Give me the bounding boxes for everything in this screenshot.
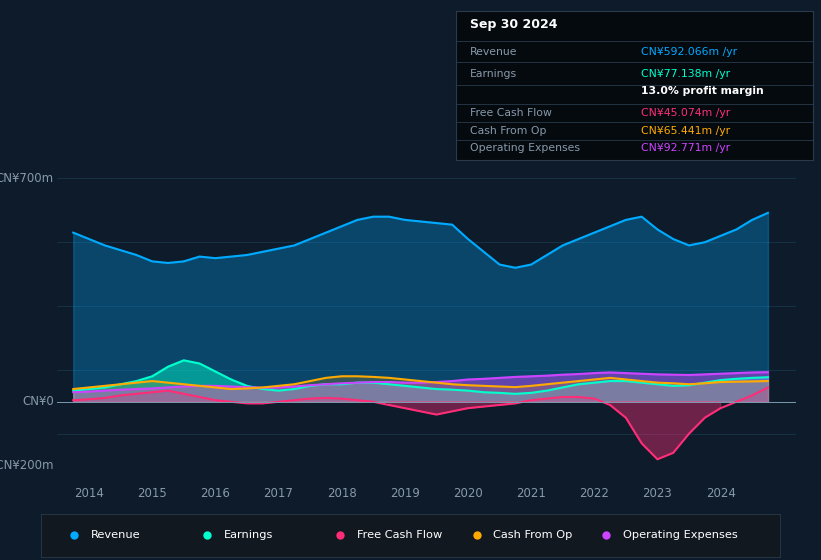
Text: Free Cash Flow: Free Cash Flow bbox=[356, 530, 442, 540]
Text: CN¥77.138m /yr: CN¥77.138m /yr bbox=[641, 68, 731, 78]
Text: CN¥0: CN¥0 bbox=[22, 395, 54, 408]
Text: CN¥65.441m /yr: CN¥65.441m /yr bbox=[641, 125, 731, 136]
Text: Revenue: Revenue bbox=[90, 530, 140, 540]
Text: 13.0% profit margin: 13.0% profit margin bbox=[641, 86, 764, 96]
Text: CN¥592.066m /yr: CN¥592.066m /yr bbox=[641, 47, 737, 57]
Text: Operating Expenses: Operating Expenses bbox=[470, 143, 580, 153]
Text: CN¥45.074m /yr: CN¥45.074m /yr bbox=[641, 108, 731, 118]
Text: Cash From Op: Cash From Op bbox=[470, 125, 547, 136]
Text: Free Cash Flow: Free Cash Flow bbox=[470, 108, 552, 118]
Text: Earnings: Earnings bbox=[223, 530, 273, 540]
Text: Earnings: Earnings bbox=[470, 68, 517, 78]
Text: -CN¥200m: -CN¥200m bbox=[0, 459, 54, 472]
Text: Operating Expenses: Operating Expenses bbox=[622, 530, 737, 540]
Text: Cash From Op: Cash From Op bbox=[493, 530, 572, 540]
Text: Sep 30 2024: Sep 30 2024 bbox=[470, 18, 557, 31]
Text: Revenue: Revenue bbox=[470, 47, 517, 57]
Text: CN¥700m: CN¥700m bbox=[0, 172, 54, 185]
Text: CN¥92.771m /yr: CN¥92.771m /yr bbox=[641, 143, 731, 153]
